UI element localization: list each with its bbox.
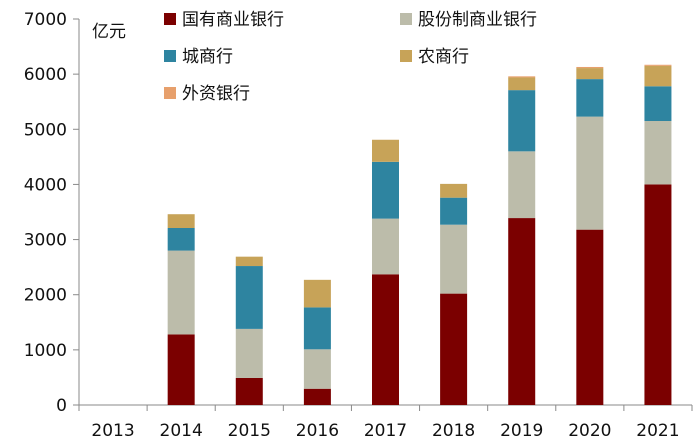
- legend-label: 城商行: [182, 47, 233, 67]
- legend-swatch: [164, 50, 176, 62]
- legend-swatch: [164, 87, 176, 99]
- bar-segment: [167, 214, 195, 228]
- legend-label: 农商行: [418, 47, 469, 67]
- x-tick-label: 2016: [296, 421, 339, 441]
- bar-segment: [576, 68, 604, 80]
- bar-segment: [508, 218, 536, 405]
- legend-label: 股份制商业银行: [418, 10, 537, 30]
- x-tick-label: 2018: [432, 421, 475, 441]
- bar-segment: [508, 90, 536, 152]
- bar-segment: [235, 328, 263, 378]
- legend-item: 外资银行: [164, 84, 250, 104]
- x-tick-label: 2019: [500, 421, 543, 441]
- bar-segment: [303, 307, 331, 350]
- bar-segment: [576, 229, 604, 405]
- y-axis: 0 1000 2000 3000 4000 5000 6000 7000: [24, 10, 80, 416]
- x-tick-label: 2015: [228, 421, 271, 441]
- legend-swatch: [400, 50, 412, 62]
- y-tick-label: 7000: [24, 10, 67, 30]
- x-tick-label: 2014: [160, 421, 203, 441]
- bar-segment: [167, 227, 195, 251]
- y-tick-label: 0: [56, 396, 67, 416]
- bar-segment: [644, 64, 672, 66]
- legend-item: 国有商业银行: [164, 10, 284, 30]
- y-unit-label: 亿元: [92, 22, 126, 42]
- legend-item: 农商行: [400, 47, 469, 67]
- x-axis: 2013 2014 2015 2016 2017 2018 2019 2020 2021: [78, 404, 693, 441]
- y-tick-label: 3000: [24, 231, 67, 251]
- bar-segment: [235, 377, 263, 405]
- bar-segment: [167, 250, 195, 335]
- bar-segment: [372, 274, 399, 405]
- x-tick-label: 2017: [364, 421, 407, 441]
- bar-segment: [440, 224, 468, 294]
- legend-item: 城商行: [164, 47, 233, 67]
- legend-swatch: [164, 13, 176, 25]
- bar-segment: [644, 184, 672, 405]
- bar-segment: [440, 293, 468, 405]
- legend-label: 外资银行: [182, 84, 250, 104]
- bar-segment: [508, 76, 536, 78]
- bar-segment: [372, 218, 399, 275]
- x-tick-label: 2021: [636, 421, 679, 441]
- legend-swatch: [400, 13, 412, 25]
- bar-segment: [576, 66, 604, 69]
- x-tick-label: 2013: [91, 421, 134, 441]
- bar-segment: [644, 65, 672, 87]
- bar-segment: [303, 279, 331, 308]
- bar-segment: [303, 388, 331, 405]
- bar-segment: [303, 349, 331, 389]
- bar-segment: [508, 151, 536, 219]
- bars: [167, 64, 672, 405]
- bar-segment: [372, 139, 399, 162]
- bar-segment: [644, 86, 672, 122]
- bar-segment: [167, 334, 195, 405]
- y-tick-label: 5000: [24, 120, 67, 140]
- bar-segment: [440, 183, 468, 198]
- bar-segment: [235, 256, 263, 267]
- bar-segment: [576, 116, 604, 230]
- y-tick-label: 6000: [24, 65, 67, 85]
- x-tick-label: 2020: [568, 421, 611, 441]
- bar-segment: [644, 121, 672, 185]
- bar-segment: [508, 77, 536, 91]
- bar-segment: [440, 197, 468, 225]
- bar-segment: [372, 161, 399, 219]
- legend-label: 国有商业银行: [182, 10, 284, 30]
- legend-item: 股份制商业银行: [400, 10, 537, 30]
- y-tick-label: 4000: [24, 175, 67, 195]
- y-tick-label: 1000: [24, 341, 67, 361]
- bar-segment: [576, 79, 604, 117]
- bar-segment: [235, 266, 263, 329]
- y-tick-label: 2000: [24, 286, 67, 306]
